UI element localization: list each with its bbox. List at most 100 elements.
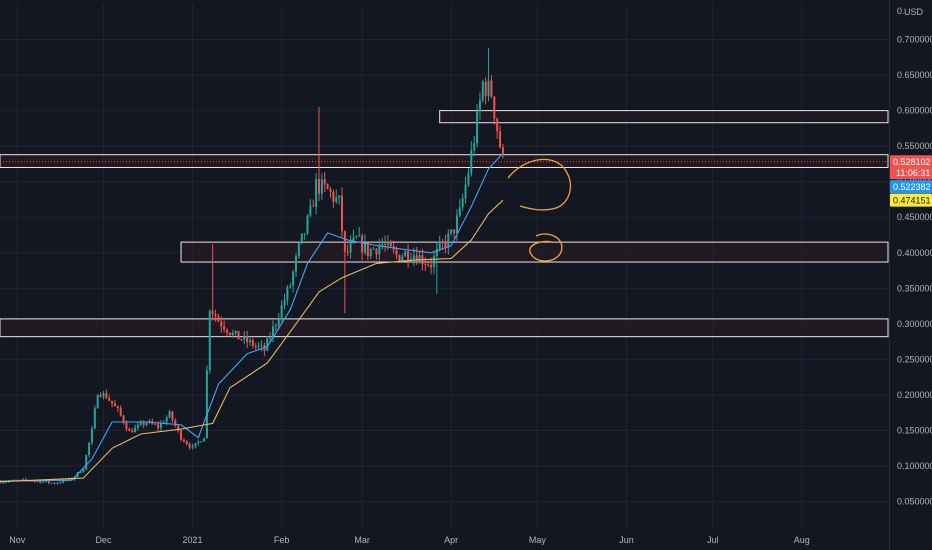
candle-133 <box>381 237 384 250</box>
candle-body <box>464 184 467 199</box>
candle-body <box>407 251 410 261</box>
candle-69 <box>197 439 200 446</box>
candle-body <box>340 195 343 232</box>
candle-body <box>174 420 177 426</box>
candle-89 <box>254 342 257 351</box>
candle-body <box>211 310 214 315</box>
candle-body <box>165 417 168 423</box>
candle-32 <box>90 425 93 446</box>
candle-body <box>62 479 65 483</box>
candle-body <box>295 256 297 272</box>
candle-body <box>343 231 346 252</box>
currency-label: USD <box>904 7 924 17</box>
candle-body <box>39 481 42 483</box>
candle-body <box>401 256 404 261</box>
candle-body <box>441 241 444 243</box>
candle-body <box>369 249 372 257</box>
candle-body <box>223 326 226 330</box>
candle-35 <box>99 392 102 398</box>
candle-body <box>309 205 312 216</box>
candle-body <box>96 394 99 409</box>
candle-127 <box>363 234 366 255</box>
price-tag-value: 0.522382 <box>893 182 931 192</box>
price-axis-panel[interactable] <box>889 0 890 550</box>
candle-body <box>257 345 260 347</box>
candle-64 <box>182 437 185 443</box>
candle-20 <box>56 481 59 485</box>
candle-body <box>191 446 194 448</box>
x-tick-label-8: Jul <box>707 535 719 545</box>
candle-body <box>59 482 62 484</box>
candle-169 <box>484 77 487 105</box>
candle-113 <box>323 171 326 192</box>
candle-61 <box>174 418 177 428</box>
candle-63 <box>180 429 183 442</box>
candle-body <box>53 482 56 484</box>
candle-85 <box>243 331 246 345</box>
price-tag-bg <box>890 193 932 207</box>
candle-0 <box>0 480 1 484</box>
candle-body <box>177 425 180 431</box>
candle-body <box>208 310 211 371</box>
candle-119 <box>340 187 343 238</box>
candle-108 <box>309 198 312 218</box>
candle-161 <box>461 193 464 212</box>
candle-114 <box>326 183 329 190</box>
candle-body <box>33 481 36 483</box>
candle-body <box>438 241 441 249</box>
candle-body <box>435 248 438 256</box>
candle-172 <box>493 95 496 125</box>
candle-43 <box>122 414 125 425</box>
candle-body <box>372 248 375 250</box>
candle-body <box>105 392 108 399</box>
candle-body <box>42 481 45 483</box>
candle-body <box>496 118 499 132</box>
candle-87 <box>249 336 252 346</box>
candle-body <box>200 441 203 443</box>
candle-body <box>338 195 341 198</box>
candle-120 <box>343 230 346 314</box>
candle-body <box>478 100 481 112</box>
candle-body <box>470 150 473 174</box>
candle-body <box>116 406 119 409</box>
candle-102 <box>292 269 295 293</box>
candle-body <box>162 422 165 424</box>
zone-box-0[interactable] <box>439 110 889 124</box>
zone-box-2[interactable] <box>180 241 889 263</box>
candle-15 <box>42 481 45 484</box>
candle-body <box>85 455 88 470</box>
moving-average-lines <box>0 152 504 483</box>
candle-body <box>134 427 137 433</box>
candle-body <box>355 236 358 238</box>
candle-139 <box>398 254 401 262</box>
candle-37 <box>105 389 108 400</box>
candle-body <box>228 332 231 336</box>
candle-body <box>136 424 139 428</box>
candle-158 <box>453 229 456 239</box>
candle-body <box>21 479 24 481</box>
time-axis-ticks: Nov Dec 2021 Feb Mar Apr May Jun Jul Aug <box>9 535 810 545</box>
candle-149 <box>427 260 430 268</box>
candle-body <box>315 179 318 207</box>
candle-21 <box>59 480 62 484</box>
candle-153 <box>438 235 441 252</box>
candle-body <box>82 469 85 473</box>
zone-box-1[interactable] <box>0 154 889 168</box>
candle-body <box>237 330 240 340</box>
candle-body <box>389 241 392 247</box>
candle-body <box>412 255 415 260</box>
candle-body <box>47 481 50 483</box>
candle-body <box>119 408 122 416</box>
candle-155 <box>444 234 447 254</box>
candle-86 <box>246 330 249 348</box>
candle-75 <box>214 309 217 322</box>
candle-47 <box>134 424 137 433</box>
candle-body <box>289 285 292 288</box>
candle-body <box>226 329 229 333</box>
zone-box-3[interactable] <box>0 318 889 338</box>
candle-body <box>102 392 105 397</box>
price-tag-value: 0.474151 <box>893 196 931 206</box>
